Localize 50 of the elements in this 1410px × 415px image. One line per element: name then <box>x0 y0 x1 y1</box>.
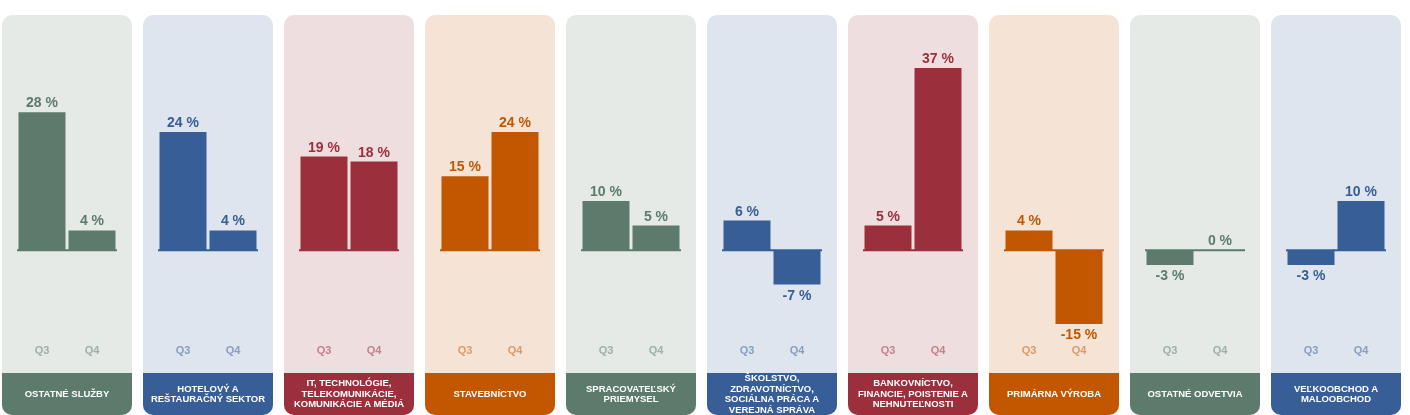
x-tick-label: Q3 <box>598 343 614 356</box>
data-label: 4 % <box>1016 212 1042 229</box>
text: ŠKOLSTVO, ZDRAVOTNÍCTVO, SOCIÁLNA PRÁCA A VEREJNÁ SPRÁVA <box>707 372 837 415</box>
x-tick-label: Q3 <box>1162 343 1178 356</box>
data-label: -15 % <box>1060 326 1098 342</box>
data-label: 0 % <box>1207 232 1233 249</box>
x-tick-label: Q4 <box>366 343 383 356</box>
data-label: 6 % <box>734 202 760 219</box>
data-label: -3 % <box>1155 266 1185 283</box>
data-label: 10 % <box>590 182 623 199</box>
x-tick-label: Q3 <box>34 343 50 356</box>
x-tick-label: Q3 <box>739 343 755 356</box>
text: VEĽKOOBCHOD A MALOOBCHOD <box>1271 373 1401 415</box>
data-label: -3 % <box>1296 266 1326 283</box>
data-label: 4 % <box>220 212 246 229</box>
x-tick-label: Q3 <box>1303 343 1319 356</box>
x-tick-label: Q3 <box>316 343 332 356</box>
data-label: 18 % <box>358 143 391 160</box>
text: PRIMÁRNA VÝROBA <box>989 373 1119 415</box>
x-tick-label: Q3 <box>175 343 191 356</box>
data-label: 10 % <box>1345 182 1378 199</box>
data-label: 5 % <box>875 207 901 224</box>
x-tick-label: Q4 <box>1071 343 1088 356</box>
x-tick-label: Q3 <box>880 343 896 356</box>
data-label: 5 % <box>643 207 669 224</box>
x-tick-label: Q4 <box>1353 343 1370 356</box>
data-label: 19 % <box>308 138 341 155</box>
text: SPRACOVATEĽSKÝ PRIEMYSEL <box>566 373 696 415</box>
x-tick-label: Q4 <box>507 343 524 356</box>
text: IT, TECHNOLÓGIE, TELEKOMUNIKÁCIE, KOMUNIKÁCIE A MÉDIÁ <box>284 373 414 415</box>
data-label: -7 % <box>782 286 812 303</box>
data-label: 15 % <box>449 158 482 175</box>
x-tick-label: Q4 <box>648 343 665 356</box>
text: BANKOVNÍCTVO, FINANCIE, POISTENIE A NEHNUTEĽNOSTI <box>848 373 978 415</box>
text: STAVEBNÍCTVO <box>425 373 555 415</box>
data-label: 37 % <box>922 50 955 66</box>
data-label: 24 % <box>499 114 532 130</box>
text: OSTATNÉ SLUŽBY <box>2 373 132 415</box>
x-tick-label: Q4 <box>225 343 242 356</box>
text: OSTATNÉ ODVETVIA <box>1130 373 1260 415</box>
x-tick-label: Q4 <box>84 343 101 356</box>
data-label: 24 % <box>167 114 200 130</box>
x-tick-label: Q3 <box>457 343 473 356</box>
x-tick-label: Q3 <box>1021 343 1037 356</box>
x-tick-label: Q4 <box>930 343 947 356</box>
text: HOTELOVÝ A REŠTAURAČNÝ SEKTOR <box>143 373 273 415</box>
data-label: 4 % <box>79 212 105 229</box>
x-tick-label: Q4 <box>1212 343 1229 356</box>
data-label: 28 % <box>26 94 59 111</box>
x-tick-label: Q4 <box>789 343 806 356</box>
